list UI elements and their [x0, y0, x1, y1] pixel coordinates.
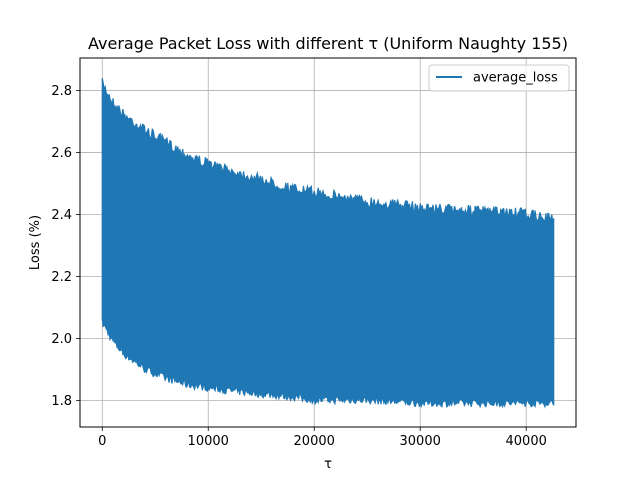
y-axis: 1.8 2.0 2.2 2.4 2.6 2.8	[51, 84, 80, 409]
x-tick-label: 20000	[294, 434, 335, 449]
x-axis-label: τ	[324, 457, 332, 472]
x-tick-label: 40000	[506, 434, 547, 449]
legend: average_loss	[428, 64, 570, 92]
y-tick-label: 2.0	[51, 332, 72, 347]
plot-frame	[79, 57, 577, 428]
y-tick-label: 2.6	[51, 146, 72, 161]
x-axis: 0 10000 20000 30000 40000	[98, 427, 547, 449]
chart-title: Average Packet Loss with different τ (Un…	[88, 34, 568, 53]
legend-label-average-loss: average_loss	[473, 71, 558, 86]
series-layer	[101, 78, 555, 409]
y-tick-label: 1.8	[51, 394, 72, 409]
x-tick-label: 0	[98, 434, 106, 449]
x-tick-label: 30000	[400, 434, 441, 449]
y-tick-label: 2.8	[51, 84, 72, 99]
y-axis-label: Loss (%)	[28, 215, 43, 270]
legend-box	[428, 64, 570, 92]
series-average-loss	[101, 78, 555, 409]
y-tick-label: 2.4	[51, 208, 72, 223]
x-tick-label: 10000	[188, 434, 229, 449]
y-tick-label: 2.2	[51, 270, 72, 285]
